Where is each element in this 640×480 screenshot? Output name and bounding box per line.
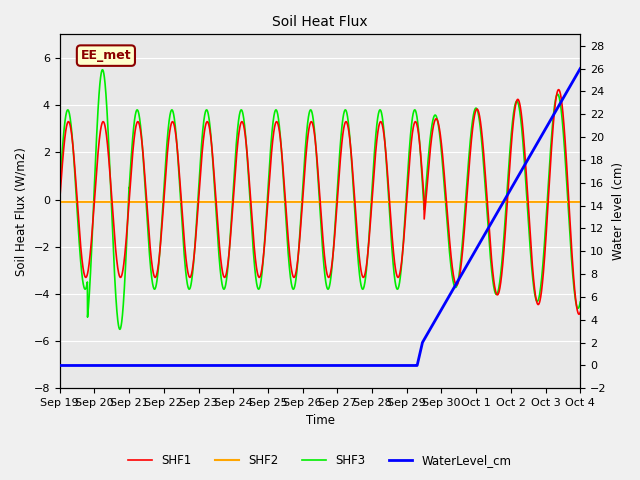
Y-axis label: Soil Heat Flux (W/m2): Soil Heat Flux (W/m2)	[15, 147, 28, 276]
SHF1	[278, 152, 285, 157]
WaterLevel_cm	[255, 362, 263, 368]
SHF3	[566, 238, 574, 244]
Line: WaterLevel_cm: WaterLevel_cm	[60, 69, 580, 365]
SHF3	[115, 326, 123, 332]
SHF2	[566, 199, 574, 205]
SHF1	[555, 87, 563, 93]
SHF2	[510, 199, 518, 205]
SHF1	[255, 275, 263, 280]
SHF2	[577, 199, 584, 205]
WaterLevel_cm	[56, 362, 63, 368]
SHF3	[99, 67, 106, 72]
SHF3	[256, 285, 264, 290]
SHF3	[577, 299, 584, 305]
Y-axis label: Water level (cm): Water level (cm)	[612, 162, 625, 260]
SHF3	[147, 262, 154, 268]
SHF2	[278, 199, 285, 205]
SHF1	[115, 272, 123, 278]
Title: Soil Heat Flux: Soil Heat Flux	[272, 15, 368, 29]
WaterLevel_cm	[115, 362, 123, 368]
SHF2	[56, 199, 63, 205]
WaterLevel_cm	[577, 66, 584, 72]
SHF1	[56, 197, 63, 203]
SHF2	[255, 199, 263, 205]
X-axis label: Time: Time	[305, 414, 335, 427]
SHF1	[577, 310, 584, 315]
WaterLevel_cm	[146, 362, 154, 368]
Line: SHF1: SHF1	[60, 90, 580, 314]
SHF1	[575, 312, 583, 317]
WaterLevel_cm	[566, 84, 574, 89]
WaterLevel_cm	[510, 181, 518, 187]
Legend: SHF1, SHF2, SHF3, WaterLevel_cm: SHF1, SHF2, SHF3, WaterLevel_cm	[124, 449, 516, 472]
SHF3	[116, 326, 124, 332]
SHF2	[115, 199, 123, 205]
SHF3	[511, 106, 518, 111]
SHF2	[146, 199, 154, 205]
SHF3	[278, 159, 286, 165]
SHF1	[510, 114, 518, 120]
SHF1	[146, 243, 154, 249]
Line: SHF3: SHF3	[60, 70, 580, 329]
Text: EE_met: EE_met	[81, 49, 131, 62]
WaterLevel_cm	[278, 362, 285, 368]
SHF3	[56, 186, 63, 192]
SHF1	[566, 221, 574, 227]
